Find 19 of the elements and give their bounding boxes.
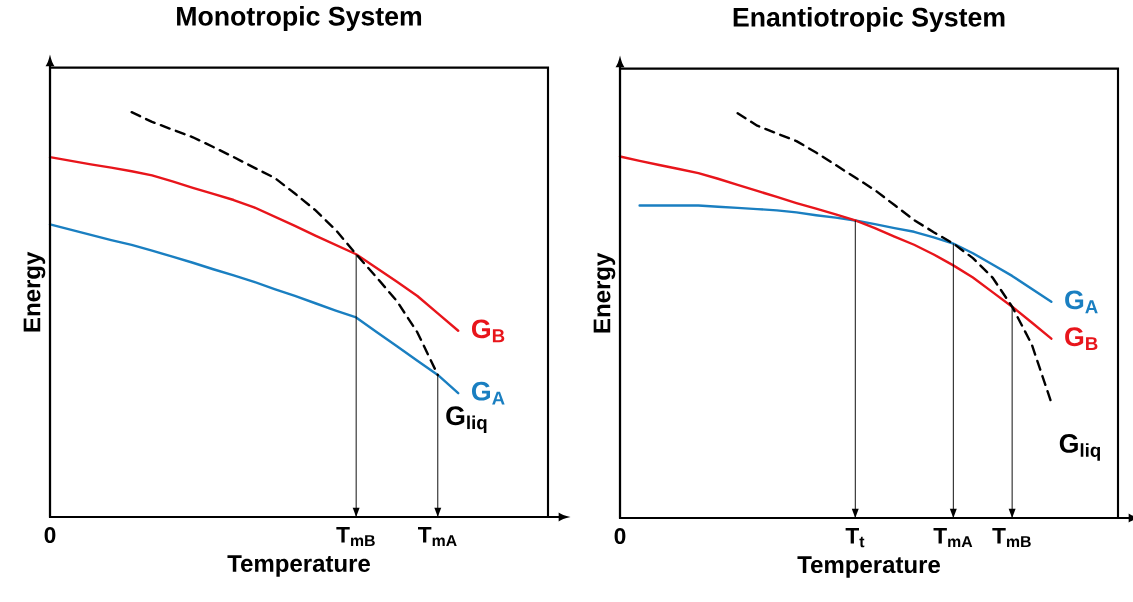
x-tick-label: 0 xyxy=(614,528,626,545)
series-label: G$_{liq}$ xyxy=(1059,434,1100,461)
y-axis-title: Energy xyxy=(23,251,46,332)
x-tick-label: T$_{mA}$ xyxy=(418,527,457,547)
y-axis-title: Energy xyxy=(593,252,616,333)
x-tick-label: T$_{t}$ xyxy=(845,528,865,548)
series-label: G$_{B}$ xyxy=(1065,327,1098,351)
x-tick-label: T$_{mB}$ xyxy=(992,528,1031,548)
x-axis-title: Temperature xyxy=(227,555,370,577)
series-label: G$_{A}$ xyxy=(472,381,505,405)
x-tick-label: T$_{mA}$ xyxy=(933,528,973,548)
x-tick-label: 0 xyxy=(44,527,56,544)
x-tick-label: T$_{mB}$ xyxy=(336,527,375,547)
chart-title: Monotropic System xyxy=(177,6,422,31)
series-label: G$_{B}$ xyxy=(472,319,505,343)
x-axis-title: Temperature xyxy=(797,556,940,578)
chart-title: Enantiotropic System xyxy=(733,7,1005,32)
series-label: G$_{A}$ xyxy=(1065,290,1098,314)
series-label: G$_{liq}$ xyxy=(446,406,487,433)
